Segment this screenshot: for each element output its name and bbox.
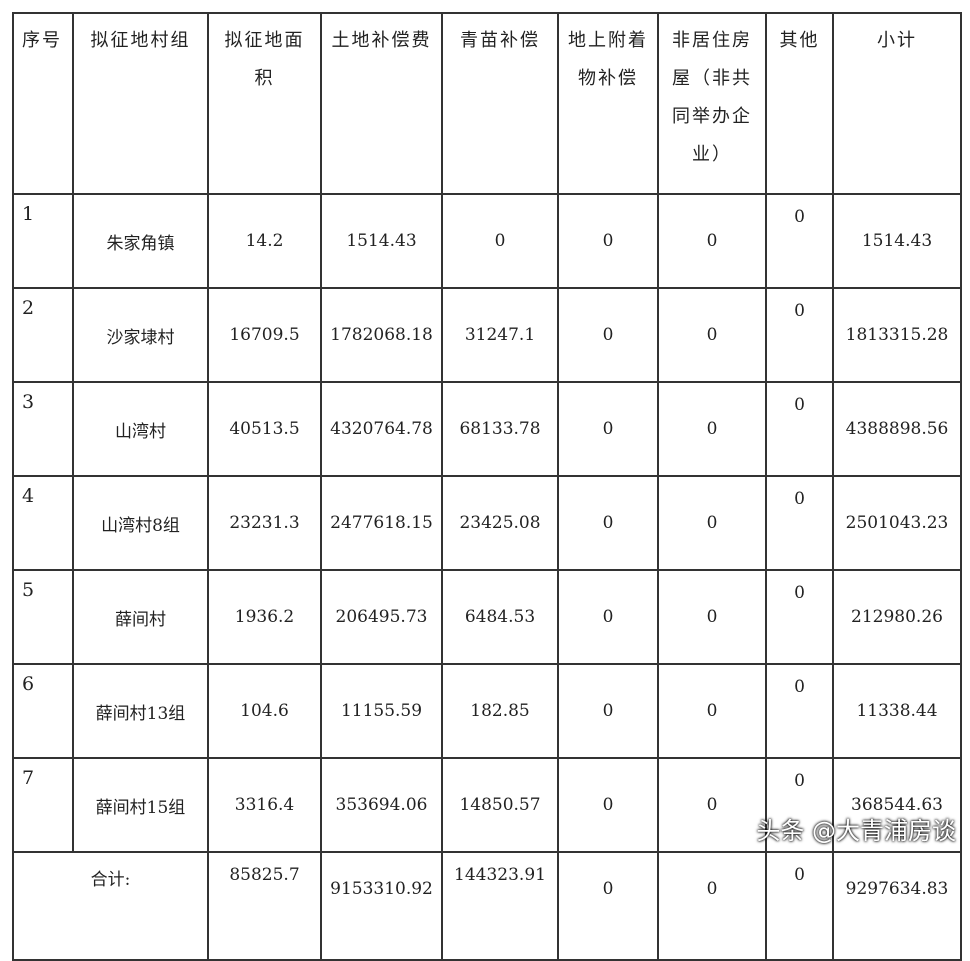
cell: 6 <box>12 663 74 759</box>
watermark: 头条 @大青浦房谈 <box>756 817 956 845</box>
cell: 1782068.18 <box>320 287 443 383</box>
cell: 68133.78 <box>441 381 559 477</box>
total-cell: 9153310.92 <box>320 851 443 961</box>
total-cell: 144323.91 <box>441 851 559 961</box>
cell: 353694.06 <box>320 757 443 853</box>
cell: 3 <box>12 381 74 477</box>
header-cell: 序号 <box>12 12 74 195</box>
cell: 0 <box>657 757 767 853</box>
header-cell: 非居住房屋（非共同举办企业） <box>657 12 767 195</box>
cell: 11155.59 <box>320 663 443 759</box>
total-cell: 9297634.83 <box>832 851 962 961</box>
header-cell: 拟征地面积 <box>207 12 322 195</box>
cell: 4388898.56 <box>832 381 962 477</box>
cell: 0 <box>557 757 659 853</box>
cell: 3316.4 <box>207 757 322 853</box>
cell: 4320764.78 <box>320 381 443 477</box>
cell: 0 <box>765 381 834 477</box>
cell: 0 <box>557 287 659 383</box>
cell: 0 <box>765 569 834 665</box>
cell: 1813315.28 <box>832 287 962 383</box>
data-row: 7 薛间村15组 3316.4 353694.06 14850.57 0 0 0 368544.… <box>12 757 962 853</box>
data-row: 4 山湾村8组 23231.3 2477618.15 23425.08 0 0 0 250104… <box>12 475 962 571</box>
cell: 0 <box>557 381 659 477</box>
cell: 182.85 <box>441 663 559 759</box>
header-cell: 地上附着物补偿 <box>557 12 659 195</box>
header-cell: 其他 <box>765 12 834 195</box>
cell: 0 <box>765 193 834 289</box>
data-row: 2 沙家埭村 16709.5 1782068.18 31247.1 0 0 0 1813315.… <box>12 287 962 383</box>
total-cell: 85825.7 <box>207 851 322 961</box>
cell: 11338.44 <box>832 663 962 759</box>
cell: 0 <box>765 663 834 759</box>
header-row: 序号 拟征地村组 拟征地面积 土地补偿费 青苗补偿 地上附着物补偿 非居住房屋（非共同举办企… <box>12 12 962 195</box>
cell: 4 <box>12 475 74 571</box>
cell: 山湾村8组 <box>72 475 209 571</box>
total-cell: 0 <box>557 851 659 961</box>
page: 序号 拟征地村组 拟征地面积 土地补偿费 青苗补偿 地上附着物补偿 非居住房屋（非共同举办企… <box>12 12 962 961</box>
cell: 5 <box>12 569 74 665</box>
cell: 0 <box>557 663 659 759</box>
data-row: 5 薛间村 1936.2 206495.73 6484.53 0 0 0 212980.26 <box>12 569 962 665</box>
cell: 0 <box>657 663 767 759</box>
cell: 0 <box>657 475 767 571</box>
cell: 14.2 <box>207 193 322 289</box>
cell: 368544.63 <box>832 757 962 853</box>
cell: 2 <box>12 287 74 383</box>
cell: 23425.08 <box>441 475 559 571</box>
cell: 16709.5 <box>207 287 322 383</box>
total-row: 合计: 85825.7 9153310.92 144323.91 0 0 0 9297634.… <box>12 851 962 961</box>
cell: 1936.2 <box>207 569 322 665</box>
cell: 薛间村 <box>72 569 209 665</box>
total-label: 合计: <box>12 851 209 961</box>
data-row: 6 薛间村13组 104.6 11155.59 182.85 0 0 0 11338.44 <box>12 663 962 759</box>
cell: 31247.1 <box>441 287 559 383</box>
header-cell: 土地补偿费 <box>320 12 443 195</box>
cell: 1 <box>12 193 74 289</box>
cell: 0 <box>557 475 659 571</box>
cell: 0 <box>765 287 834 383</box>
cell: 0 <box>557 193 659 289</box>
cell: 0 <box>657 287 767 383</box>
cell: 2501043.23 <box>832 475 962 571</box>
cell: 6484.53 <box>441 569 559 665</box>
cell: 23231.3 <box>207 475 322 571</box>
cell: 薛间村13组 <box>72 663 209 759</box>
cell: 薛间村15组 <box>72 757 209 853</box>
header-cell: 小计 <box>832 12 962 195</box>
cell: 0 <box>657 569 767 665</box>
header-cell: 拟征地村组 <box>72 12 209 195</box>
cell: 1514.43 <box>320 193 443 289</box>
data-row: 1 朱家角镇 14.2 1514.43 0 0 0 0 1514.43 <box>12 193 962 289</box>
cell: 7 <box>12 757 74 853</box>
cell: 2477618.15 <box>320 475 443 571</box>
cell: 1514.43 <box>832 193 962 289</box>
cell: 沙家埭村 <box>72 287 209 383</box>
header-cell: 青苗补偿 <box>441 12 559 195</box>
total-cell: 0 <box>765 851 834 961</box>
cell: 104.6 <box>207 663 322 759</box>
cell: 0 <box>657 381 767 477</box>
total-cell: 0 <box>657 851 767 961</box>
cell: 山湾村 <box>72 381 209 477</box>
cell: 40513.5 <box>207 381 322 477</box>
cell: 212980.26 <box>832 569 962 665</box>
data-row: 3 山湾村 40513.5 4320764.78 68133.78 0 0 0 4388898.… <box>12 381 962 477</box>
cell: 朱家角镇 <box>72 193 209 289</box>
cell: 0 <box>557 569 659 665</box>
cell: 0 <box>441 193 559 289</box>
cell: 0 <box>657 193 767 289</box>
cell: 0 <box>765 757 834 853</box>
cell: 0 <box>765 475 834 571</box>
cell: 206495.73 <box>320 569 443 665</box>
cell: 14850.57 <box>441 757 559 853</box>
